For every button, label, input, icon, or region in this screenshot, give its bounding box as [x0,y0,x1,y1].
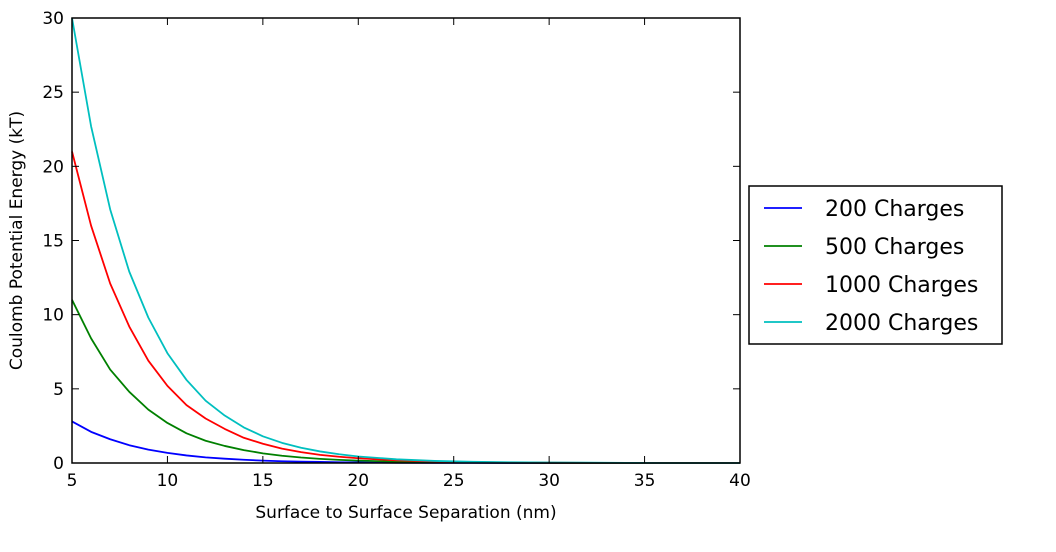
y-tick-label: 30 [42,9,64,29]
series-line-1 [71,299,740,464]
x-tick-label: 35 [634,471,656,491]
x-tick-label: 20 [347,471,369,491]
y-tick-label: 15 [42,232,64,252]
series-line-0 [71,420,740,464]
legend-label-1: 500 Charges [825,235,964,260]
x-tick-label: 30 [538,471,560,491]
plot-frame [71,17,741,464]
y-tick-label: 0 [53,454,64,474]
x-tick-label: 25 [443,471,465,491]
x-tick-label: 10 [157,471,179,491]
legend: 200 Charges 500 Charges 1000 Charges 2000 C… [748,185,1003,345]
x-tick-label: 15 [252,471,274,491]
series-lines [71,17,740,464]
x-tick-label: 40 [729,471,751,491]
y-axis-label: Coulomb Potential Energy (kT) [7,111,27,370]
legend-box [748,185,1003,345]
legend-label-0: 200 Charges [825,197,964,222]
x-axis-label: Surface to Surface Separation (nm) [255,503,556,523]
y-tick-label: 5 [53,380,64,400]
y-tick-label: 25 [42,83,64,103]
x-tick-label: 5 [67,471,78,491]
series-line-3 [71,17,740,464]
legend-label-3: 2000 Charges [825,311,978,336]
series-line-2 [71,151,740,464]
y-tick-label: 10 [42,306,64,326]
y-tick-label: 20 [42,157,64,177]
legend-label-2: 1000 Charges [825,273,978,298]
